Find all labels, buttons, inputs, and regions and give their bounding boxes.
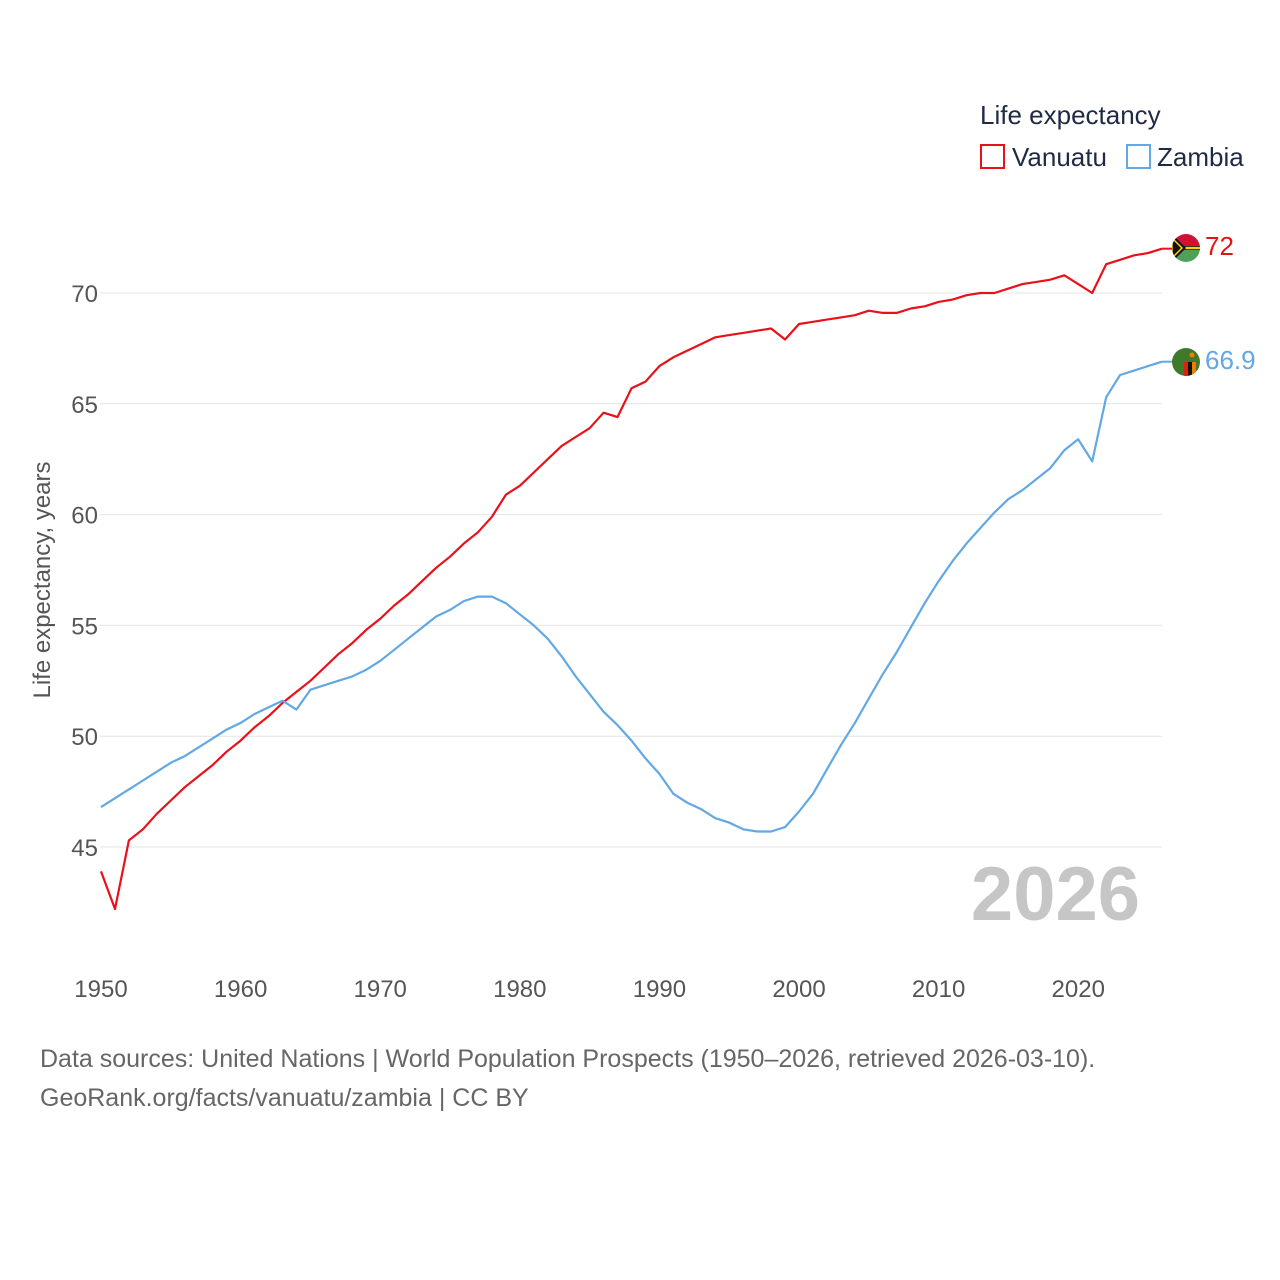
current-year-watermark: 2026 [971, 852, 1140, 937]
legend-swatch-vanuatu [980, 144, 1005, 169]
legend-title: Life expectancy [980, 100, 1161, 130]
attribution-link[interactable]: GeoRank.org/facts/vanuatu/zambia | CC BY [40, 1084, 529, 1112]
y-tick-label: 70 [71, 281, 98, 308]
x-tick-label: 1970 [354, 976, 407, 1003]
series-line-zambia[interactable] [100, 360, 1163, 833]
series-line-vanuatu[interactable] [99, 247, 1163, 911]
x-tick-label: 2020 [1052, 976, 1105, 1003]
y-tick-label: 65 [71, 392, 98, 419]
legend-item-zambia[interactable]: Zambia [1126, 142, 1244, 172]
vanuatu-end-value: 72 [1205, 231, 1234, 261]
legend-label-zambia: Zambia [1157, 142, 1244, 172]
x-tick-label: 1980 [493, 976, 546, 1003]
series-lines [99, 247, 1172, 911]
zambia-flag-icon [1172, 348, 1200, 376]
x-tick-label: 1960 [214, 976, 267, 1003]
x-tick-label: 1990 [633, 976, 686, 1003]
x-tick-label: 2000 [772, 976, 825, 1003]
legend-swatch-zambia [1126, 144, 1151, 169]
legend[interactable]: Life expectancy Vanuatu Zambia [980, 100, 1244, 172]
y-tick-label: 55 [71, 613, 98, 640]
y-axis: 45 50 55 60 65 70 [71, 281, 98, 862]
y-tick-label: 60 [71, 503, 98, 530]
y-tick-label: 50 [71, 724, 98, 751]
legend-item-vanuatu[interactable]: Vanuatu [980, 142, 1107, 172]
gridlines [100, 292, 1162, 848]
x-axis: 1950 1960 1970 1980 1990 2000 2010 2020 [74, 976, 1105, 1003]
zambia-end-value: 66.9 [1205, 345, 1256, 375]
y-tick-label: 45 [71, 835, 98, 862]
legend-label-vanuatu: Vanuatu [1012, 142, 1107, 172]
vanuatu-flag-icon [1172, 234, 1200, 262]
x-tick-label: 2010 [912, 976, 965, 1003]
data-source-note: Data sources: United Nations | World Pop… [40, 1045, 1096, 1073]
x-tick-label: 1950 [74, 976, 127, 1003]
y-axis-label: Life expectancy, years [29, 461, 56, 698]
